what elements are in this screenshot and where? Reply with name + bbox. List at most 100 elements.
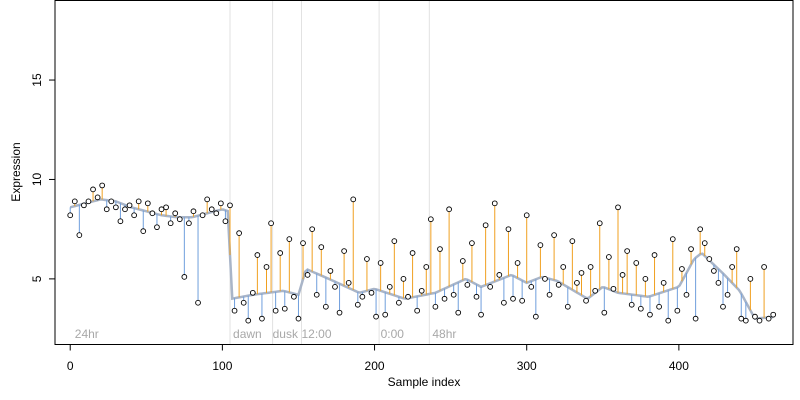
y-tick-label-1: 10	[30, 172, 44, 186]
data-point-35	[227, 202, 233, 209]
data-point-13	[126, 202, 133, 209]
data-point-87	[464, 281, 471, 288]
data-point-79	[427, 216, 434, 223]
data-point-75	[409, 250, 416, 256]
data-point-123	[628, 301, 635, 308]
data-point-68	[377, 260, 384, 266]
data-point-132	[669, 236, 676, 242]
data-point-107	[555, 281, 562, 288]
x-axis-label: Sample index	[388, 375, 461, 389]
data-point-55	[318, 244, 325, 250]
data-point-9	[108, 198, 115, 205]
data-point-46	[277, 250, 284, 256]
data-point-141	[711, 268, 717, 274]
data-point-125	[637, 305, 644, 312]
data-point-150	[752, 313, 758, 320]
data-point-126	[642, 276, 649, 282]
data-point-149	[747, 276, 754, 282]
data-point-92	[487, 283, 494, 290]
data-point-34	[222, 218, 229, 225]
data-point-23	[172, 210, 179, 217]
data-point-78	[423, 264, 430, 270]
data-point-134	[679, 266, 685, 272]
data-point-130	[660, 280, 667, 286]
data-point-36	[231, 307, 238, 314]
data-point-80	[432, 303, 439, 310]
annotation-0: 24hr	[75, 327, 99, 341]
data-points	[67, 182, 777, 324]
data-point-59	[336, 309, 343, 316]
data-point-3	[81, 202, 87, 209]
data-point-121	[619, 272, 626, 278]
data-point-49	[291, 293, 297, 300]
data-point-53	[309, 226, 316, 233]
y-axis-label: Expression	[9, 142, 23, 201]
data-point-108	[560, 264, 567, 270]
data-point-83	[446, 206, 452, 213]
x-tick-label-0: 0	[67, 359, 74, 373]
data-point-19	[154, 224, 160, 231]
data-point-4	[85, 198, 92, 205]
data-point-102	[532, 313, 539, 320]
data-point-70	[386, 283, 393, 290]
data-point-67	[373, 313, 379, 320]
data-point-131	[665, 317, 672, 324]
data-point-114	[587, 264, 594, 270]
data-point-7	[99, 182, 106, 189]
annotation-3: 12:00	[302, 327, 332, 341]
data-point-86	[459, 258, 466, 264]
y-tick-label-2: 15	[30, 73, 44, 87]
data-point-71	[391, 238, 398, 244]
x-tick-label-4: 400	[669, 359, 689, 373]
annotation-2: dusk	[273, 327, 299, 341]
data-point-124	[633, 260, 640, 266]
data-point-96	[505, 226, 512, 233]
data-point-135	[683, 291, 690, 298]
data-point-30	[204, 196, 211, 203]
data-point-61	[345, 280, 352, 286]
data-point-95	[501, 299, 507, 306]
annotations: 24hr dawn dusk 12:00 0:00 48hr	[75, 327, 457, 341]
data-point-48	[286, 236, 293, 242]
data-point-103	[537, 242, 544, 248]
data-point-93	[491, 200, 498, 207]
data-point-122	[624, 248, 630, 254]
data-point-88	[469, 240, 475, 246]
data-point-2	[76, 232, 83, 238]
data-point-111	[574, 280, 580, 286]
data-point-97	[510, 295, 516, 302]
data-point-39	[245, 317, 252, 324]
data-point-100	[523, 212, 530, 219]
time-markers	[229, 0, 430, 345]
annotation-1: dawn	[233, 327, 262, 341]
x-axis: 0 100 200 300 400	[67, 344, 689, 373]
data-point-40	[249, 289, 256, 296]
data-point-43	[263, 264, 270, 270]
data-point-89	[473, 293, 480, 300]
data-point-45	[272, 307, 279, 314]
data-point-152	[761, 264, 767, 270]
data-point-99	[519, 297, 525, 304]
data-point-110	[569, 238, 576, 244]
data-point-129	[656, 303, 662, 310]
residual-segments	[69, 185, 774, 321]
data-point-117	[601, 309, 608, 316]
data-point-66	[368, 289, 375, 296]
data-point-25	[181, 274, 188, 280]
data-point-144	[724, 291, 731, 298]
data-point-28	[195, 299, 201, 306]
data-point-60	[341, 248, 347, 254]
data-point-119	[610, 285, 617, 292]
data-point-81	[437, 246, 443, 252]
data-point-118	[606, 254, 612, 260]
data-point-5	[90, 186, 96, 193]
x-tick-label-1: 100	[212, 359, 232, 373]
data-point-142	[715, 280, 722, 286]
data-point-37	[236, 230, 242, 236]
data-point-153	[765, 315, 772, 322]
data-point-82	[441, 295, 448, 302]
data-point-133	[674, 307, 681, 314]
data-point-104	[542, 276, 548, 282]
data-point-57	[327, 268, 334, 274]
